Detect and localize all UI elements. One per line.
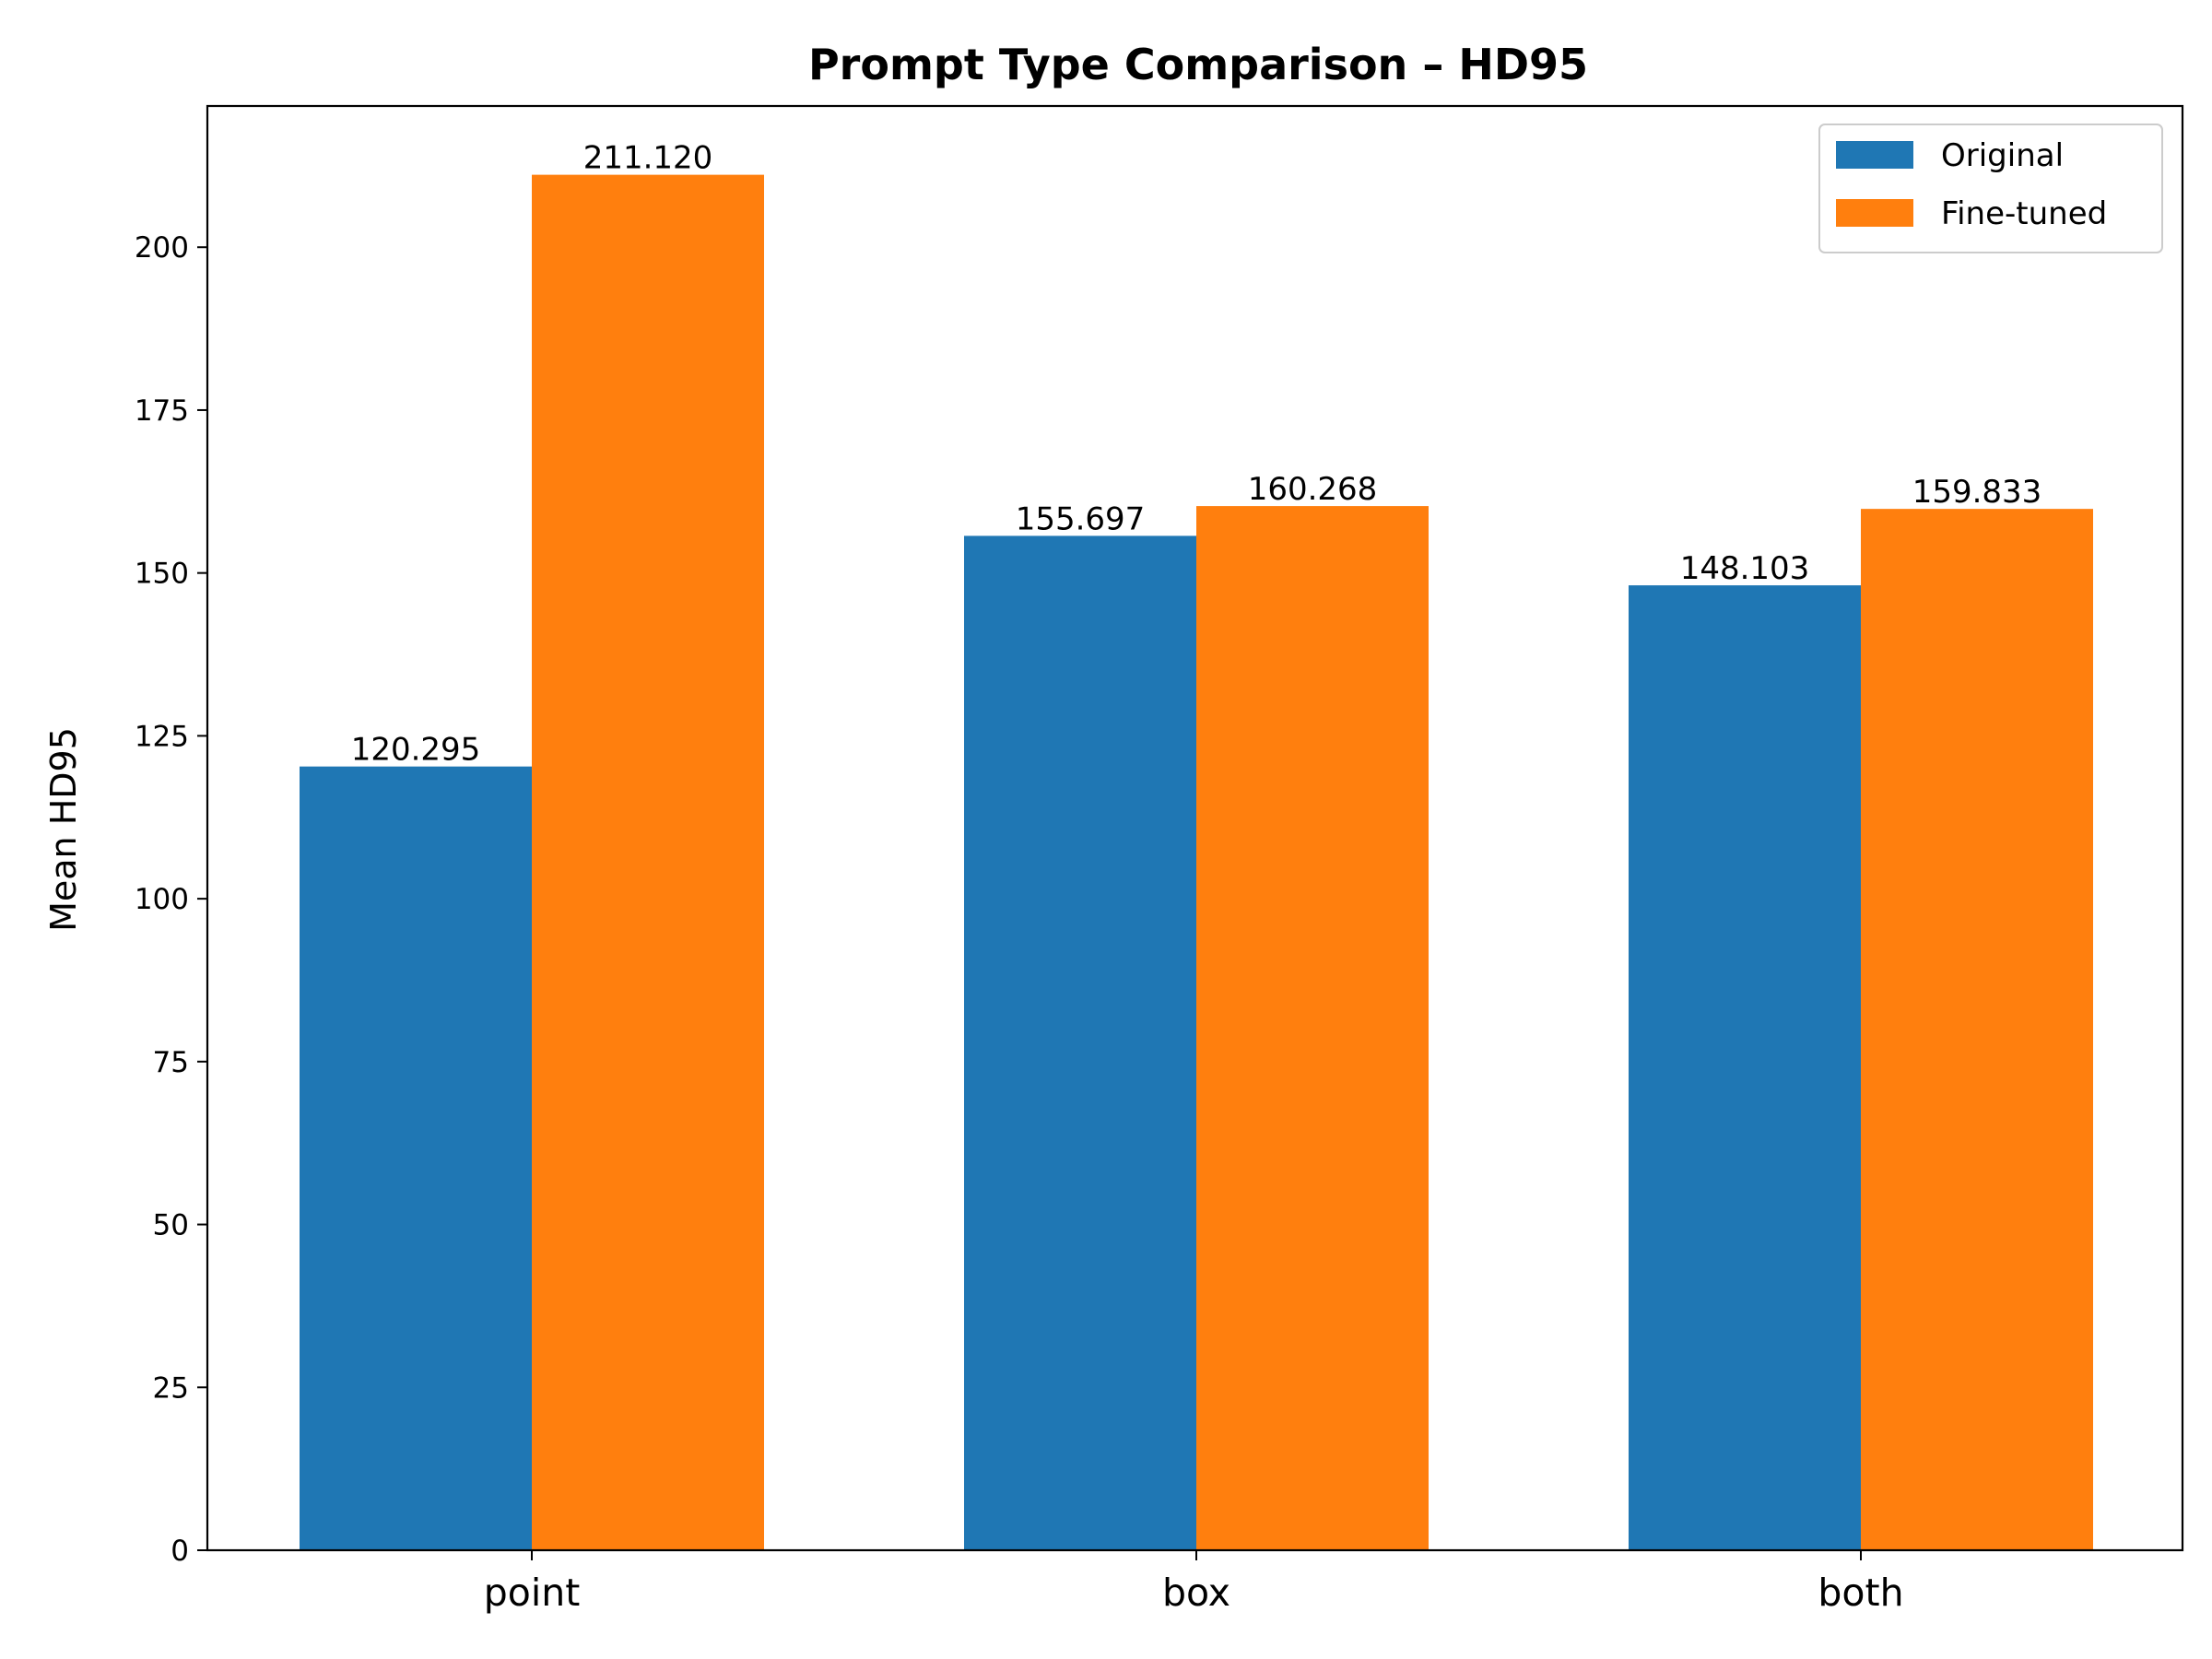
legend-swatch — [1836, 141, 1913, 169]
chart-title: Prompt Type Comparison – HD95 — [808, 40, 1588, 89]
legend-swatch — [1836, 199, 1913, 227]
bar-original-both — [1629, 585, 1861, 1550]
y-tick-label: 200 — [135, 231, 189, 265]
y-tick-label: 75 — [153, 1046, 189, 1079]
legend-label: Fine-tuned — [1941, 195, 2107, 232]
y-axis-label: Mean HD95 — [43, 727, 84, 932]
data-label: 160.268 — [1248, 471, 1378, 508]
y-tick-label: 50 — [153, 1209, 189, 1242]
legend-label: Original — [1941, 137, 2064, 174]
bar-fine-tuned-box — [1196, 506, 1429, 1551]
y-tick-label: 100 — [135, 883, 189, 916]
y-tick-label: 175 — [135, 394, 189, 428]
bar-fine-tuned-both — [1861, 509, 2093, 1551]
plot-area: 120.295 211.120 155.697 160.268 148.103 159.8… — [135, 104, 2184, 1615]
bar-fine-tuned-point — [532, 174, 764, 1551]
y-tick-label: 0 — [171, 1535, 189, 1568]
data-label: 148.103 — [1680, 550, 1810, 587]
data-label: 155.697 — [1016, 500, 1146, 537]
x-tick-label: both — [1818, 1571, 1903, 1615]
x-tick-label: point — [484, 1571, 581, 1615]
x-tick-label: box — [1162, 1571, 1230, 1615]
data-label: 211.120 — [583, 140, 713, 177]
data-label: 159.833 — [1912, 474, 2042, 511]
y-tick-label: 125 — [135, 720, 189, 753]
bar-original-point — [300, 766, 532, 1550]
plot-frame — [206, 104, 2184, 1552]
y-tick-label: 25 — [153, 1371, 189, 1405]
bar-original-box — [964, 535, 1196, 1550]
y-tick-label: 150 — [135, 558, 189, 591]
data-label: 120.295 — [351, 732, 481, 769]
legend: Original Fine-tuned — [1818, 124, 2163, 253]
